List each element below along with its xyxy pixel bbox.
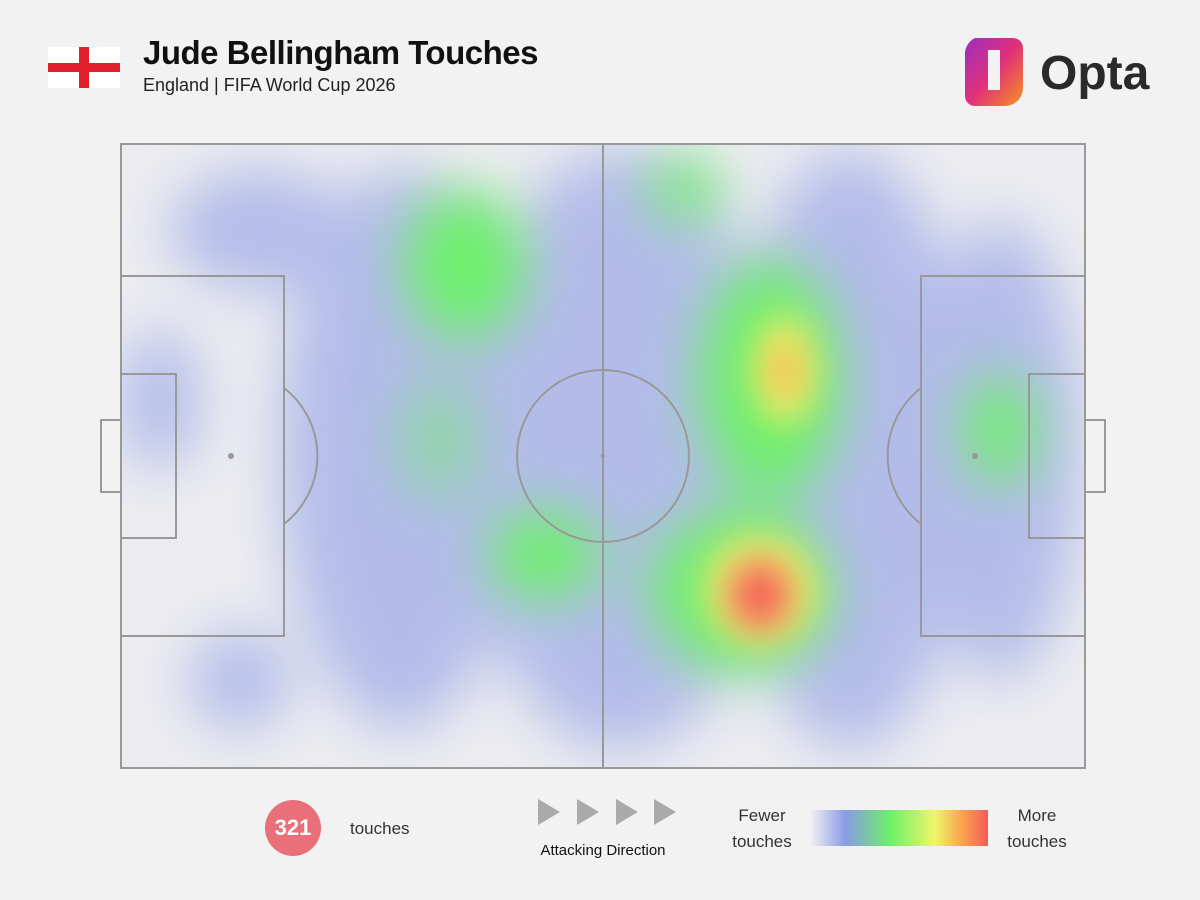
- pitch-lines: [100, 143, 1106, 769]
- subtitle: England | FIFA World Cup 2026: [143, 75, 396, 95]
- legend-low: Fewer touches: [732, 806, 792, 851]
- penalty-spot: [972, 453, 978, 459]
- logo: [964, 38, 1023, 106]
- legend-high: More touches: [1007, 806, 1067, 851]
- legend-scale: [810, 810, 988, 846]
- touch-label: touches: [350, 819, 410, 838]
- brand: Opta: [1040, 47, 1150, 100]
- flag-cross: [48, 63, 120, 72]
- title: Jude Bellingham Touches: [143, 34, 538, 71]
- direction-arrows: [538, 799, 676, 825]
- center-spot: [601, 454, 605, 458]
- penalty-spot: [228, 453, 234, 459]
- touch-count: 321: [265, 800, 321, 856]
- direction-label: Attacking Direction: [540, 842, 666, 859]
- heatmap: [121, 150, 1080, 750]
